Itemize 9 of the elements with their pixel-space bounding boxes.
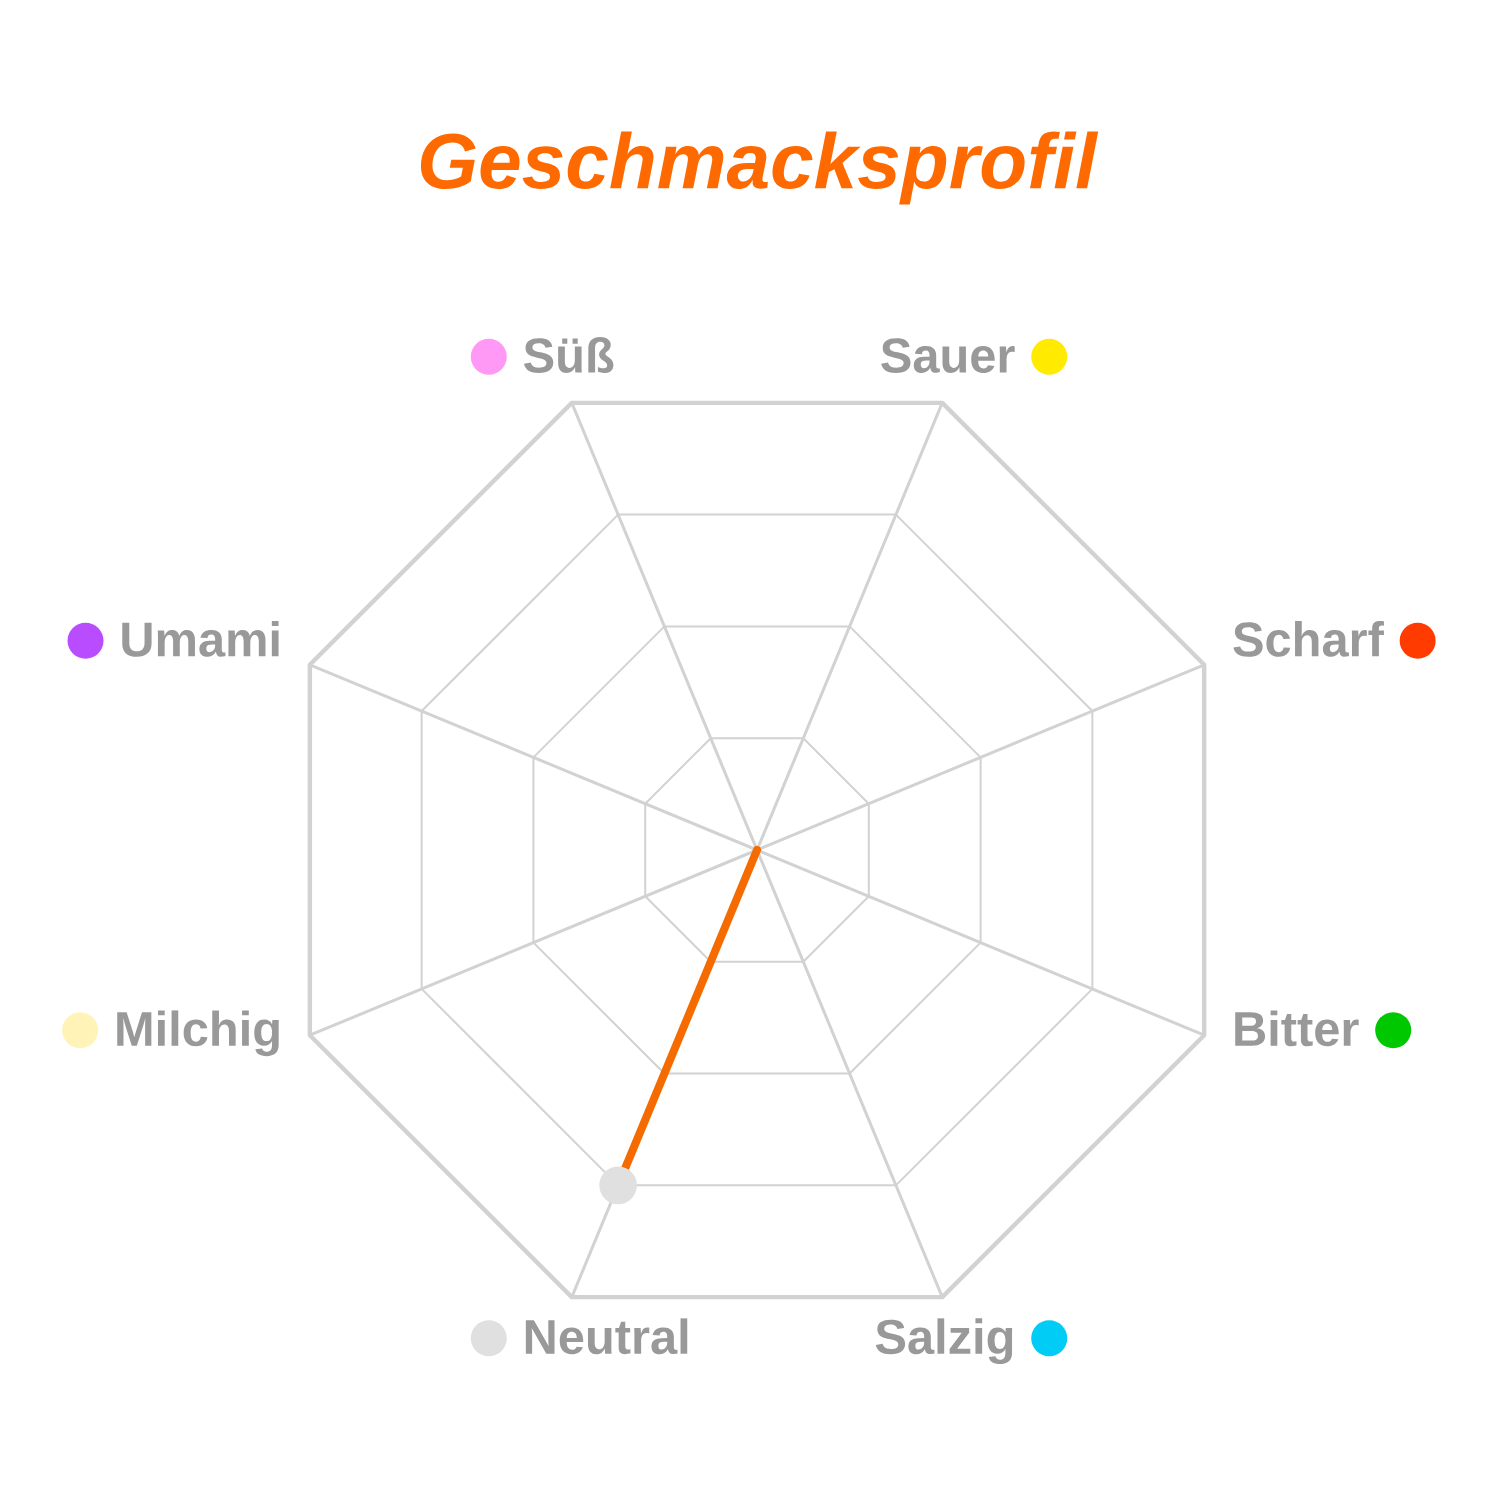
- spoke-label: Sauer: [881, 338, 1015, 373]
- spoke-label: Bitter: [1235, 1010, 1359, 1047]
- spoke-label: Salzig: [875, 1318, 1013, 1365]
- spoke-label: Scharf: [1233, 620, 1384, 657]
- spoke-label: Neutral: [525, 1318, 688, 1355]
- spoke-label: Süß: [523, 337, 614, 373]
- spoke-label: Milchig: [117, 1010, 279, 1057]
- spoke-label: Umami: [122, 620, 279, 657]
- chart-title: Geschmacksprofil: [420, 131, 1099, 205]
